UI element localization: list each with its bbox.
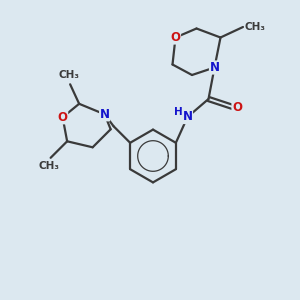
Text: CH₃: CH₃ — [58, 70, 79, 80]
Text: H: H — [173, 106, 182, 117]
Text: N: N — [182, 110, 193, 124]
Text: O: O — [232, 101, 242, 114]
Text: O: O — [170, 31, 181, 44]
Text: CH₃: CH₃ — [39, 161, 60, 171]
Text: N: N — [209, 61, 220, 74]
Text: O: O — [58, 111, 68, 124]
Text: N: N — [100, 108, 110, 121]
Text: CH₃: CH₃ — [244, 22, 266, 32]
